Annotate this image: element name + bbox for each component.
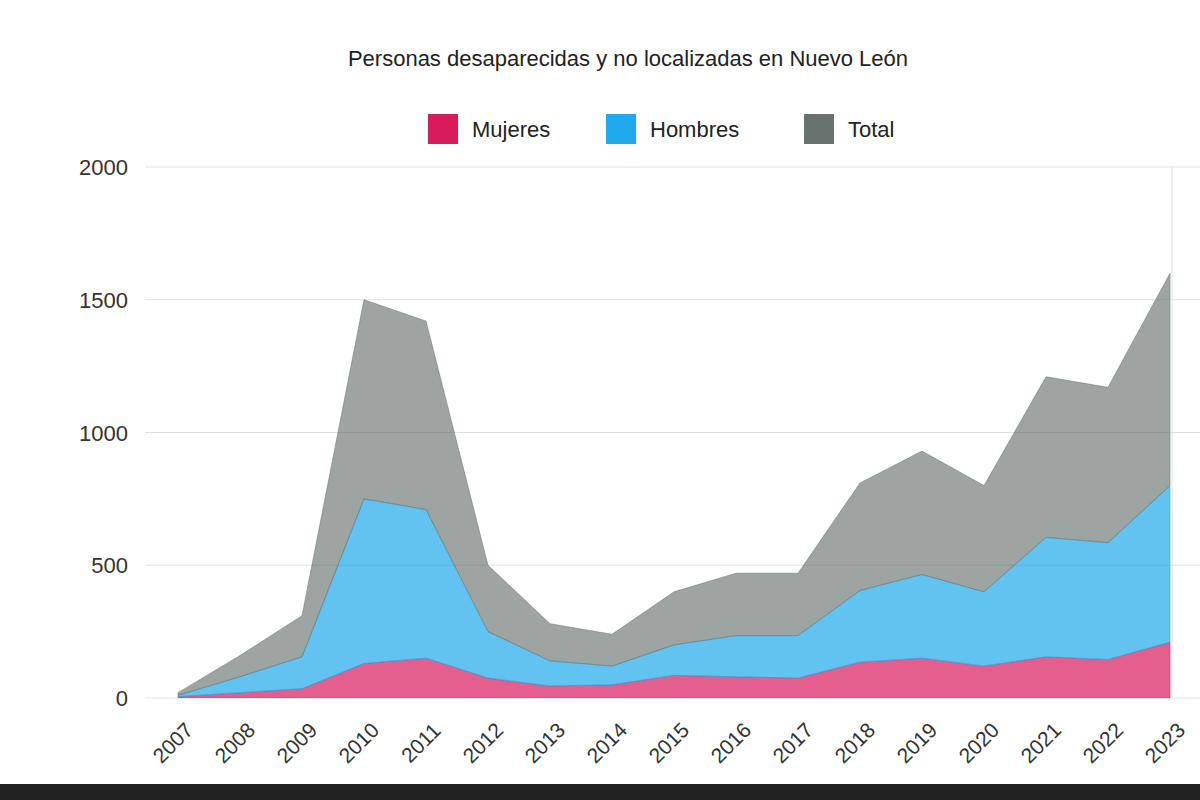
axis-line xyxy=(1172,167,1173,698)
y-tick-label: 0 xyxy=(116,686,128,711)
y-tick-label: 1500 xyxy=(79,288,128,313)
x-tick-label: 2015 xyxy=(644,718,693,767)
x-tick-label: 2014 xyxy=(582,718,632,768)
y-tick-label: 1000 xyxy=(79,421,128,446)
y-tick-label: 2000 xyxy=(79,155,128,180)
x-tick-label: 2013 xyxy=(520,718,569,767)
x-tick-label: 2010 xyxy=(334,718,383,767)
x-tick-label: 2021 xyxy=(1016,718,1065,767)
legend: Mujeres Hombres Total xyxy=(428,114,894,144)
y-tick-label: 500 xyxy=(91,553,128,578)
x-tick-label: 2023 xyxy=(1140,718,1189,767)
x-tick-label: 2020 xyxy=(954,718,1003,767)
legend-label: Mujeres xyxy=(472,117,550,142)
chart: Personas desaparecidas y no localizadas … xyxy=(0,0,1200,800)
x-tick-label: 2009 xyxy=(272,718,321,767)
x-tick-label: 2022 xyxy=(1078,718,1127,767)
area xyxy=(178,273,1170,695)
x-tick-label: 2007 xyxy=(148,718,197,767)
x-tick-label: 2017 xyxy=(768,718,817,767)
x-tick-label: 2012 xyxy=(458,718,507,767)
legend-swatch xyxy=(606,114,636,144)
legend-swatch xyxy=(804,114,834,144)
x-tick-label: 2016 xyxy=(706,718,755,767)
grid-line xyxy=(145,167,1200,168)
grid-line xyxy=(145,299,1200,300)
footer-band xyxy=(0,784,1200,800)
x-tick-label: 2011 xyxy=(397,719,445,767)
x-tick-label: 2019 xyxy=(892,718,941,767)
title: Personas desaparecidas y no localizadas … xyxy=(348,46,908,71)
x-tick-label: 2018 xyxy=(830,718,879,767)
grid xyxy=(145,167,1200,698)
legend-label: Hombres xyxy=(650,117,739,142)
x-tick-label: 2008 xyxy=(210,718,259,767)
legend-swatch xyxy=(428,114,458,144)
areas xyxy=(178,273,1170,698)
legend-label: Total xyxy=(848,117,894,142)
